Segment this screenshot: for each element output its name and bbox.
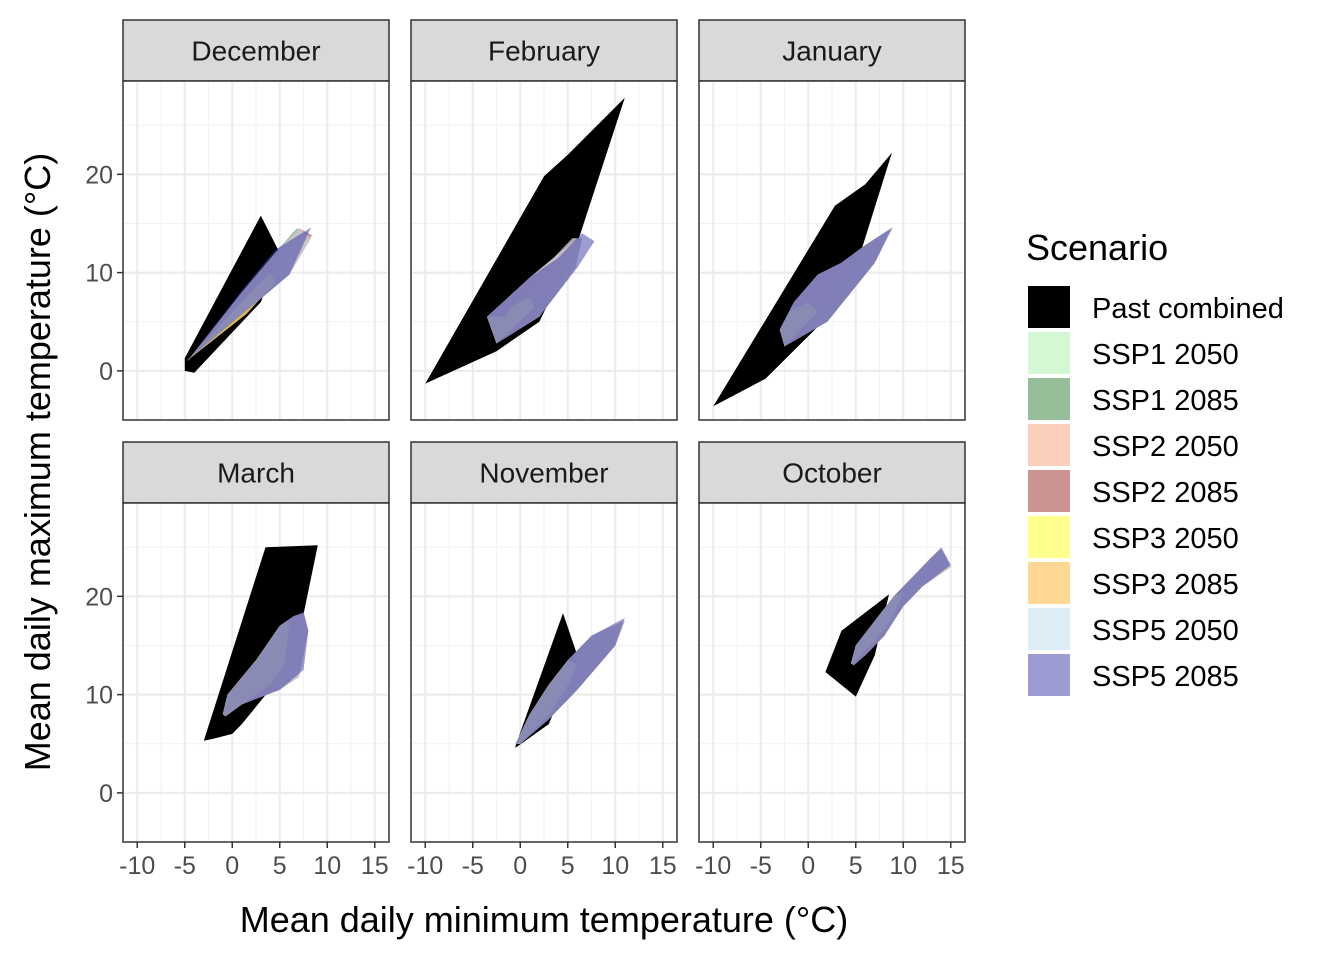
legend-key	[1028, 424, 1070, 466]
facet-strip-label: October	[782, 458, 882, 489]
facet-strip	[122, 19, 390, 82]
panel-october: October -10 -5 0 5 10 15	[695, 441, 966, 880]
y-axis-title: Mean daily maximum temperature (°C)	[17, 153, 58, 772]
polygon-ssp5-2085	[779, 227, 893, 347]
grid-lines	[699, 503, 965, 842]
legend-label: SSP2 2085	[1092, 477, 1239, 509]
x-tick-label: -5	[174, 852, 196, 880]
x-tick-label: 15	[649, 852, 677, 880]
panel-february: February	[410, 19, 678, 421]
legend-key	[1028, 562, 1070, 604]
x-tick-label: -5	[462, 852, 484, 880]
y-tick-label: 20	[85, 583, 113, 611]
legend-label: SSP1 2085	[1092, 385, 1239, 417]
legend-key	[1028, 286, 1070, 328]
legend-key	[1028, 332, 1070, 374]
legend-label: SSP3 2085	[1092, 569, 1239, 601]
legend-key	[1028, 516, 1070, 558]
polygon-past-combined	[184, 215, 280, 373]
facet-strip-label: November	[479, 458, 608, 489]
facet-strip	[410, 19, 678, 82]
legend-key	[1028, 378, 1070, 420]
x-tick-label: 15	[361, 852, 389, 880]
legend-label: SSP3 2050	[1092, 523, 1239, 555]
legend-key	[1028, 608, 1070, 650]
legend-label: Past combined	[1092, 293, 1284, 325]
legend-label: SSP5 2085	[1092, 661, 1239, 693]
legend-key	[1028, 470, 1070, 512]
facet-strip	[698, 19, 966, 82]
scenario-polygons	[203, 545, 318, 741]
panel-border	[122, 502, 390, 843]
grid-lines	[699, 81, 965, 420]
panel-january: January	[698, 19, 966, 421]
x-tick-label: 5	[849, 852, 863, 880]
scenario-polygons	[825, 547, 951, 697]
legend-label: SSP2 2050	[1092, 431, 1239, 463]
facet-strip-label: March	[217, 458, 295, 489]
x-tick-label: 10	[313, 852, 341, 880]
panel-border	[698, 502, 966, 843]
x-tick-label: -10	[407, 852, 443, 880]
legend-label: SSP5 2050	[1092, 615, 1239, 647]
y-tick-label: 20	[85, 161, 113, 189]
polygon-ssp5-2085	[222, 611, 309, 717]
x-tick-label: 5	[273, 852, 287, 880]
polygon-past-combined	[425, 97, 625, 384]
panel-march: March 0 10 20 -10 -5 0 5 10 15	[85, 441, 390, 880]
y-tick-label: 0	[99, 780, 113, 808]
y-tick-label: 0	[99, 358, 113, 386]
polygon-past-combined	[713, 152, 892, 407]
x-tick-label: -10	[695, 852, 731, 880]
x-tick-label: 0	[225, 852, 239, 880]
legend-key	[1028, 654, 1070, 696]
polygon-ssp5-2085	[851, 547, 951, 666]
panel-border	[122, 80, 390, 421]
panel-december: December 0 10 20	[85, 19, 390, 421]
x-tick-label: 10	[889, 852, 917, 880]
panel-border	[410, 80, 678, 421]
polygon-ssp5-2085	[487, 233, 595, 344]
legend: Scenario Past combined SSP1 2050 SSP1 2085 S…	[1026, 227, 1284, 696]
x-tick-label: 5	[561, 852, 575, 880]
scenario-polygons	[425, 97, 625, 384]
x-tick-label: -10	[119, 852, 155, 880]
facet-strip-label: December	[191, 36, 320, 67]
polygon-ssp5-2085	[515, 618, 625, 744]
polygon-ssp5-2085	[186, 227, 312, 361]
x-tick-label: 10	[601, 852, 629, 880]
facet-strip-label: January	[782, 36, 882, 67]
x-axis-title: Mean daily minimum temperature (°C)	[240, 899, 849, 940]
panel-border	[410, 502, 678, 843]
facet-strip	[410, 441, 678, 504]
legend-title: Scenario	[1026, 227, 1168, 268]
scenario-polygons	[713, 152, 893, 407]
x-tick-label: -5	[750, 852, 772, 880]
y-tick-label: 10	[85, 260, 113, 288]
x-tick-label: 0	[801, 852, 815, 880]
x-tick-label: 0	[513, 852, 527, 880]
y-tick-label: 10	[85, 682, 113, 710]
panel-november: November -10 -5 0 5 10 15	[407, 441, 678, 880]
scenario-polygons	[184, 215, 312, 373]
x-tick-label: 15	[937, 852, 965, 880]
legend-label: SSP1 2050	[1092, 339, 1239, 371]
facet-strip-label: February	[488, 36, 600, 67]
panel-border	[698, 80, 966, 421]
facet-strip	[698, 441, 966, 504]
scenario-polygons	[515, 613, 625, 748]
